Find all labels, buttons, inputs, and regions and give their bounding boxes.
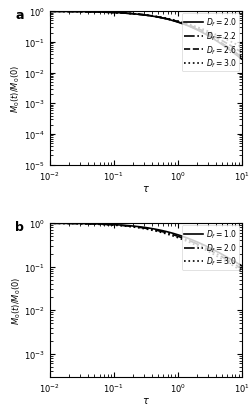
$D_f = 2.6$: [48, 10, 51, 15]
$D_f = 2.0$: [126, 224, 129, 229]
$D_f = 1.0$: [126, 224, 129, 228]
Y-axis label: $M_0(t)/M_0(0)$: $M_0(t)/M_0(0)$: [10, 65, 22, 113]
$D_f = 2.0$: [133, 225, 136, 230]
$D_f = 2.6$: [201, 29, 204, 34]
$D_f = 2.0$: [198, 243, 201, 248]
Text: b: b: [15, 220, 24, 233]
$D_f = 3.0$: [240, 45, 243, 50]
$D_f = 3.0$: [201, 28, 204, 32]
X-axis label: $\tau$: $\tau$: [142, 395, 150, 405]
$D_f = 3.0$: [133, 12, 136, 17]
$D_f = 2.0$: [240, 266, 243, 271]
$D_f = 2.0$: [198, 29, 201, 34]
$D_f = 2.0$: [68, 10, 71, 15]
$D_f = 3.0$: [180, 237, 183, 242]
Line: $D_f = 2.6$: $D_f = 2.6$: [50, 12, 242, 53]
$D_f = 2.2$: [201, 30, 204, 35]
$D_f = 1.0$: [180, 234, 183, 239]
Text: a: a: [15, 9, 24, 22]
$D_f = 3.0$: [48, 10, 51, 15]
$D_f = 2.0$: [68, 222, 71, 226]
$D_f = 2.2$: [198, 29, 201, 34]
$D_f = 1.0$: [201, 243, 204, 247]
Line: $D_f = 2.0$: $D_f = 2.0$: [50, 224, 242, 269]
$D_f = 2.0$: [201, 245, 204, 249]
Line: $D_f = 1.0$: $D_f = 1.0$: [50, 224, 242, 266]
Legend: $D_f = 2.0$, $D_f = 2.2$, $D_f = 2.6$, $D_f = 3.0$: $D_f = 2.0$, $D_f = 2.2$, $D_f = 2.6$, $…: [182, 15, 239, 72]
Line: $D_f = 2.0$: $D_f = 2.0$: [50, 12, 242, 60]
Line: $D_f = 2.2$: $D_f = 2.2$: [50, 12, 242, 58]
$D_f = 3.0$: [198, 245, 201, 249]
$D_f = 2.2$: [48, 10, 51, 15]
$D_f = 3.0$: [68, 10, 71, 15]
Line: $D_f = 3.0$: $D_f = 3.0$: [50, 12, 242, 48]
$D_f = 2.0$: [126, 12, 129, 17]
Line: $D_f = 3.0$: $D_f = 3.0$: [50, 224, 242, 271]
Y-axis label: $M_0(t)/M_0(0)$: $M_0(t)/M_0(0)$: [10, 276, 23, 324]
X-axis label: $\tau$: $\tau$: [142, 184, 150, 194]
$D_f = 3.0$: [180, 20, 183, 25]
$D_f = 2.2$: [133, 13, 136, 17]
$D_f = 1.0$: [68, 222, 71, 226]
$D_f = 3.0$: [133, 225, 136, 230]
$D_f = 2.6$: [240, 51, 243, 55]
$D_f = 3.0$: [198, 26, 201, 31]
$D_f = 1.0$: [133, 224, 136, 229]
$D_f = 3.0$: [201, 247, 204, 252]
$D_f = 2.6$: [133, 12, 136, 17]
$D_f = 2.0$: [48, 221, 51, 226]
Legend: $D_f = 1.0$, $D_f = 2.0$, $D_f = 3.0$: $D_f = 1.0$, $D_f = 2.0$, $D_f = 3.0$: [182, 226, 239, 270]
$D_f = 2.6$: [68, 10, 71, 15]
$D_f = 2.2$: [240, 55, 243, 60]
$D_f = 2.2$: [126, 12, 129, 17]
$D_f = 3.0$: [126, 12, 129, 17]
$D_f = 2.6$: [126, 12, 129, 17]
$D_f = 1.0$: [240, 264, 243, 269]
$D_f = 2.2$: [180, 21, 183, 26]
$D_f = 2.0$: [180, 235, 183, 240]
$D_f = 2.2$: [68, 10, 71, 15]
$D_f = 3.0$: [240, 269, 243, 274]
$D_f = 2.0$: [240, 58, 243, 62]
$D_f = 1.0$: [48, 221, 51, 226]
$D_f = 1.0$: [198, 241, 201, 246]
$D_f = 2.0$: [180, 22, 183, 27]
$D_f = 2.0$: [48, 10, 51, 15]
$D_f = 3.0$: [68, 222, 71, 226]
$D_f = 2.6$: [180, 21, 183, 26]
$D_f = 2.0$: [133, 13, 136, 17]
$D_f = 2.0$: [201, 31, 204, 36]
$D_f = 3.0$: [48, 221, 51, 226]
$D_f = 2.6$: [198, 28, 201, 32]
$D_f = 3.0$: [126, 224, 129, 229]
